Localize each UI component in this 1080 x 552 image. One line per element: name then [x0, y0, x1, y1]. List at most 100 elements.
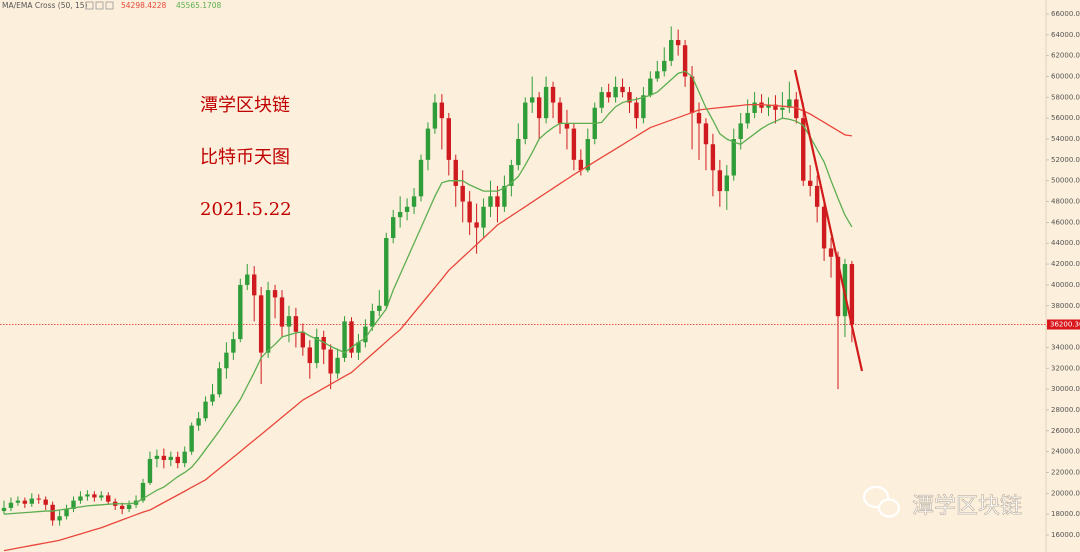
candle-body: [773, 104, 778, 110]
y-tick-label: 40000.00: [1051, 281, 1080, 289]
candle-body: [564, 123, 570, 129]
candle-body: [231, 339, 236, 353]
candle-body: [585, 139, 590, 171]
candle-body: [397, 211, 403, 218]
candle-body: [536, 97, 542, 119]
y-tick-label: 28000.00: [1051, 406, 1080, 414]
candle-body: [8, 502, 14, 508]
legend-value: 54298.4228: [121, 1, 167, 10]
candle-body: [849, 264, 855, 325]
candle-body: [425, 128, 431, 160]
legend-icon: [85, 1, 94, 10]
candle-body: [238, 284, 243, 340]
legend-icon: [95, 1, 104, 10]
candle-body: [641, 95, 646, 119]
candle-body: [1, 507, 7, 512]
candle-body: [780, 107, 785, 110]
candle-body: [543, 86, 549, 119]
candle-body: [356, 342, 361, 353]
y-tick-label: 58000.00: [1051, 93, 1080, 101]
candle-body: [550, 86, 556, 103]
candle-body: [286, 316, 292, 327]
candle-body: [599, 92, 604, 108]
candle-body: [488, 196, 493, 207]
y-tick-label: 50000.00: [1051, 177, 1080, 185]
watermark: 潭学区块链: [912, 494, 1022, 519]
candle-body: [342, 321, 347, 358]
candle-body: [71, 500, 76, 509]
candle-body: [669, 40, 674, 61]
y-tick-label: 56000.00: [1051, 114, 1080, 122]
candle-body: [474, 222, 479, 228]
candle-body: [675, 40, 681, 46]
y-tick-label: 22000.00: [1051, 468, 1080, 476]
candle-body: [828, 248, 834, 257]
candle-body: [314, 337, 319, 364]
candle-body: [349, 321, 354, 353]
candle-body: [175, 456, 180, 464]
y-tick-label: 18000.00: [1051, 510, 1080, 518]
candle-body: [307, 347, 312, 364]
candle-body: [189, 425, 194, 452]
candle-body: [119, 505, 125, 509]
y-tick-label: 66000.00: [1051, 10, 1080, 18]
candle-body: [29, 498, 34, 504]
trend-line: [793, 69, 864, 372]
y-tick-label: 24000.00: [1051, 448, 1080, 456]
candle-body: [363, 326, 368, 343]
legend-icon: [105, 1, 114, 10]
plot: [0, 26, 1046, 552]
candle-body: [245, 274, 250, 285]
candle-body: [689, 76, 695, 113]
candle-body: [328, 349, 333, 374]
candle-body: [147, 458, 153, 483]
price-label: 36200.30: [1050, 321, 1080, 329]
y-tick-label: 42000.00: [1051, 260, 1080, 268]
candle-body: [710, 144, 716, 171]
y-tick-label: 52000.00: [1051, 156, 1080, 164]
candle-body: [495, 196, 500, 207]
candle-body: [467, 201, 472, 223]
legend-value: 45565.1708: [176, 1, 222, 10]
candle-body: [627, 92, 632, 103]
candle-body: [203, 401, 208, 419]
candle-body: [738, 123, 743, 140]
y-tick-label: 38000.00: [1051, 302, 1080, 310]
candle-body: [530, 97, 535, 103]
candle-body: [335, 357, 340, 374]
candle-body: [794, 99, 799, 119]
candle-body: [36, 498, 41, 500]
y-tick-label: 48000.00: [1051, 198, 1080, 206]
candle-body: [196, 418, 201, 426]
candle-body: [724, 175, 729, 192]
annotation: 2021.5.22: [200, 199, 292, 220]
candle-body: [384, 238, 389, 306]
candle-body: [272, 290, 278, 298]
candle-body: [15, 500, 21, 503]
candle-body: [557, 102, 563, 124]
candle-body: [391, 217, 396, 239]
candle-body: [22, 500, 28, 504]
candle-body: [106, 495, 111, 502]
candle-body: [92, 494, 97, 498]
candle-body: [64, 508, 69, 517]
candle-body: [50, 504, 55, 521]
candle-body: [279, 297, 285, 327]
candle-body: [404, 206, 410, 212]
y-tick-label: 16000.00: [1051, 531, 1080, 539]
price-label-bg: [1047, 319, 1080, 330]
candle-body: [265, 290, 271, 353]
candle-body: [252, 274, 257, 296]
candle-body: [662, 60, 667, 72]
candle-body: [460, 185, 465, 202]
candle-body: [516, 139, 521, 166]
candle-body: [509, 165, 514, 186]
candle-body: [99, 495, 104, 498]
candle-body: [446, 118, 451, 160]
candle-body: [85, 494, 90, 497]
y-tick-label: 20000.00: [1051, 489, 1080, 497]
candle-body: [154, 455, 160, 459]
candle-body: [57, 516, 62, 521]
candle-body: [808, 180, 813, 186]
